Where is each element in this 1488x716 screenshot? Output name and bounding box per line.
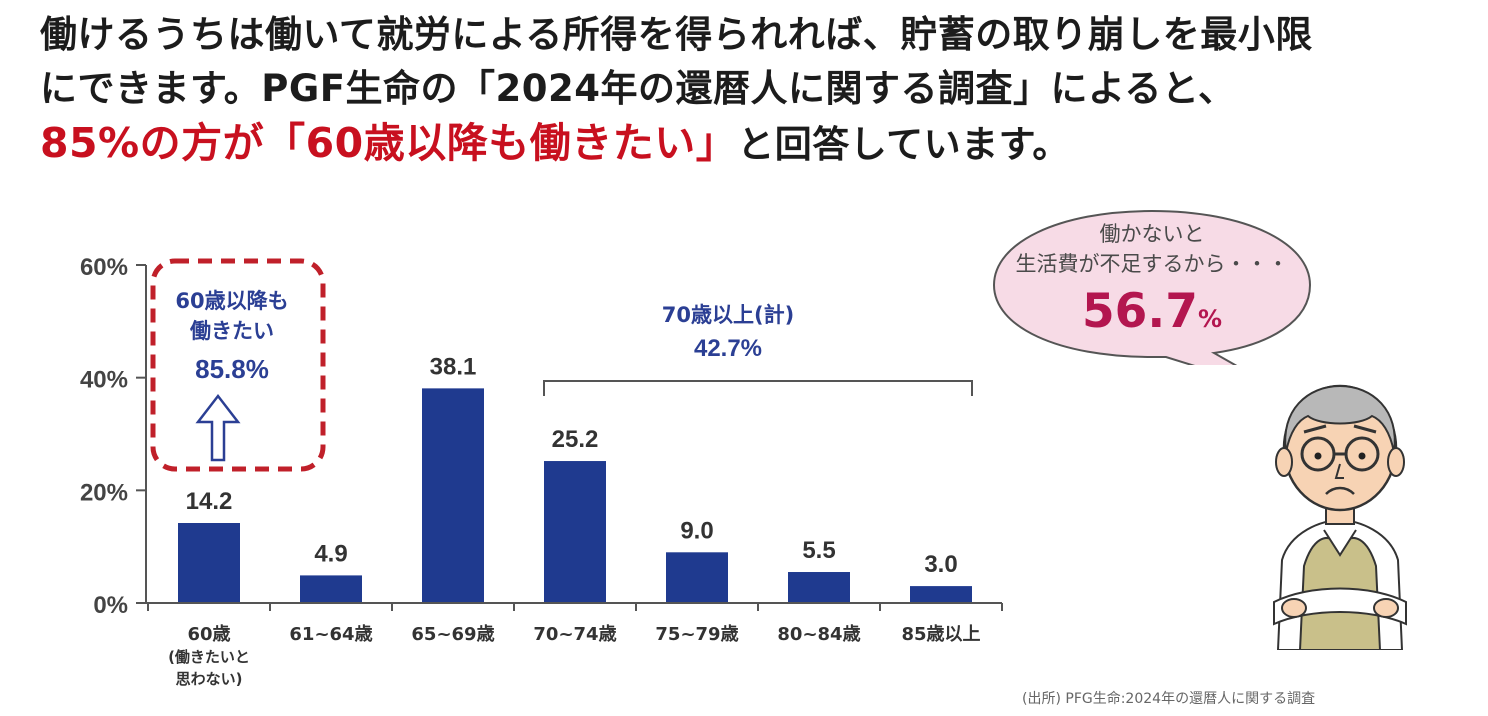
annotation-want-line-2: 働きたい [189, 319, 274, 343]
speech-line-1: 働かないと [1099, 222, 1205, 246]
speech-bubble-shape [992, 209, 1312, 365]
headline-highlight: 85%の方が「60歳以降も働きたい」 [40, 119, 738, 167]
bar-value-label: 38.1 [430, 353, 477, 380]
bar [666, 552, 728, 603]
bar [910, 586, 972, 603]
speech-value: 56.7 [1081, 284, 1198, 339]
y-tick-label: 60% [80, 254, 128, 281]
bar-value-label: 9.0 [680, 517, 713, 544]
annotation-over70-label: 70歳以上(計) [662, 303, 794, 327]
x-category-label: 75~79歳 [655, 624, 738, 645]
bar [788, 572, 850, 603]
speech-unit: % [1197, 305, 1222, 333]
speech-value-group: 56.7% [988, 284, 1316, 339]
x-category-label: 60歳 [187, 624, 230, 645]
source-note: (出所) PFG生命:2024年の還暦人に関する調査 [1022, 691, 1316, 707]
x-category-label: 65~69歳 [411, 624, 494, 645]
bar-value-label: 3.0 [924, 551, 957, 578]
annotation-want-value: 85.8% [195, 354, 269, 384]
bar-value-label: 14.2 [186, 488, 233, 515]
bar-chart: 0% 20% 40% 60% 14.2 4.9 38.1 25.2 9.0 5.5 3.0 60歳 (働… [80, 254, 1003, 688]
headline-line-3: 85%の方が「60歳以降も働きたい」と回答しています。 [40, 116, 1480, 172]
y-tick-label: 40% [80, 367, 128, 394]
speech-bubble [992, 209, 1312, 365]
bar [422, 388, 484, 603]
annotation-over70-value: 42.7% [694, 335, 762, 362]
bar-value-label: 4.9 [314, 540, 347, 567]
speech-bubble-text: 働かないと 生活費が不足するから・・・ 56.7% [988, 218, 1316, 339]
x-category-label: 80~84歳 [777, 624, 860, 645]
bar [544, 461, 606, 603]
headline-line-1: 働けるうちは働いて就労による所得を得られれば、貯蓄の取り崩しを最小限 [40, 13, 1313, 56]
x-category-label: 思わない) [176, 670, 243, 688]
bar [178, 523, 240, 603]
up-arrow-icon [195, 393, 241, 462]
speech-line-2: 生活費が不足するから・・・ [1015, 252, 1289, 276]
dashed-highlight-box [150, 258, 326, 472]
x-category-label: 61~64歳 [289, 624, 372, 645]
headline-line-2: にできます。PGF生命の「2024年の還暦人に関する調査」によると、 [40, 67, 1236, 110]
bar [300, 575, 362, 603]
bar-value-label: 25.2 [552, 426, 599, 453]
bracket-70-plus [543, 380, 973, 396]
y-tick-label: 0% [93, 592, 128, 619]
x-category-label: (働きたいと [168, 648, 250, 666]
worried-elderly-man-icon [1273, 384, 1407, 650]
x-category-label: 85歳以上 [901, 624, 980, 645]
y-tick-label: 20% [80, 479, 128, 506]
bar-value-label: 5.5 [802, 537, 835, 564]
headline: 働けるうちは働いて就労による所得を得られれば、貯蓄の取り崩しを最小限 にできます… [40, 8, 1480, 172]
headline-tail: と回答しています。 [737, 123, 1070, 166]
x-category-label: 70~74歳 [533, 624, 616, 645]
annotation-want-line-1: 60歳以降も [175, 289, 288, 313]
